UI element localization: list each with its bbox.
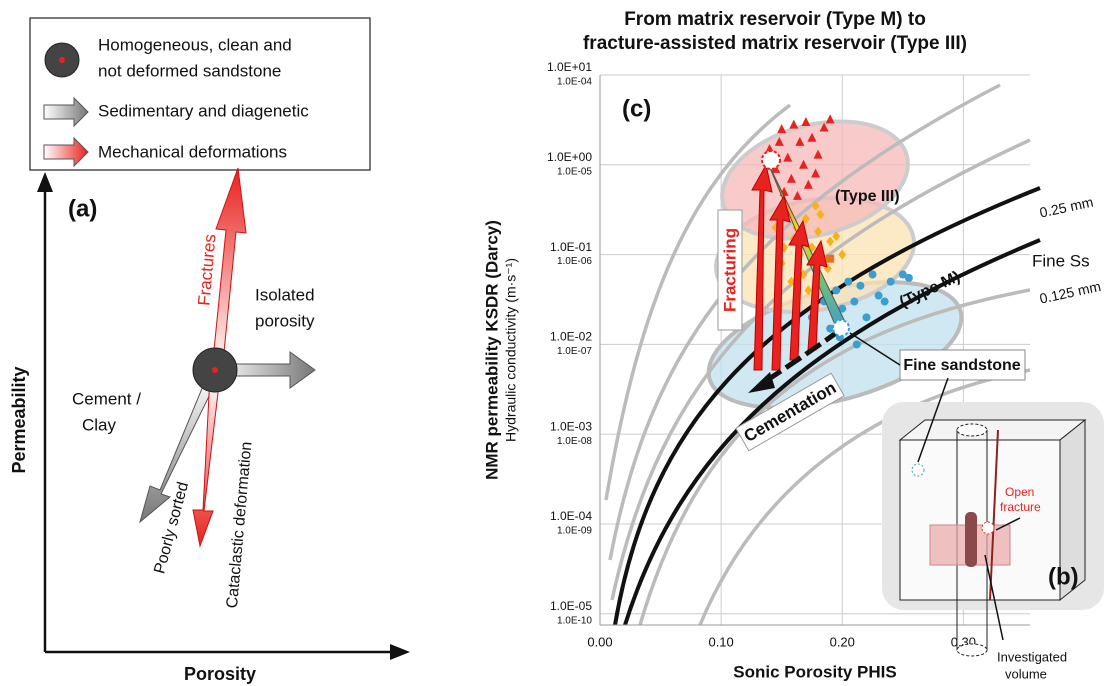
data-point bbox=[875, 292, 883, 300]
y-tick-label: 1.0E-01 bbox=[550, 240, 592, 254]
y2-axis-label: Hydraulic conductivity (m·s⁻¹) bbox=[503, 258, 519, 442]
panel-label: (a) bbox=[68, 195, 97, 222]
legend-text: Homogeneous, clean and bbox=[98, 35, 292, 54]
data-point bbox=[789, 120, 798, 129]
y2-tick-label: 1.0E-10 bbox=[557, 615, 592, 626]
axis-arrowhead bbox=[37, 172, 53, 192]
data-point bbox=[826, 114, 835, 123]
arrow-label: Clay bbox=[82, 415, 117, 434]
y-tick-label: 1.0E+00 bbox=[547, 150, 592, 164]
block-front bbox=[900, 440, 1060, 600]
panel-label: (c) bbox=[622, 95, 651, 122]
panel-b: Open fracture (b) Investigated volume bbox=[882, 378, 1104, 681]
legend-symbol-dot bbox=[59, 57, 65, 63]
annotation: 0.25 mm bbox=[1038, 194, 1095, 221]
data-point bbox=[887, 278, 895, 286]
y-tick-label: 1.0E-04 bbox=[550, 509, 592, 523]
figure: Homogeneous, clean and not deformed sand… bbox=[0, 0, 1111, 686]
legend-text: Mechanical deformations bbox=[98, 142, 287, 161]
annotation: fracture bbox=[1000, 500, 1041, 514]
y-tick-label: 1.0E-02 bbox=[550, 330, 592, 344]
y-tick-label: 1.0E+01 bbox=[547, 60, 592, 74]
data-point bbox=[777, 124, 786, 133]
arrow-label: porosity bbox=[255, 311, 315, 330]
chart-title: From matrix reservoir (Type M) to bbox=[624, 9, 926, 30]
x-tick-label: 0.20 bbox=[830, 634, 855, 649]
arrow-fractures bbox=[212, 168, 246, 372]
data-point bbox=[832, 286, 840, 294]
data-point bbox=[826, 255, 834, 263]
borehole-bottom bbox=[957, 644, 987, 656]
data-point bbox=[850, 298, 858, 306]
annotation: (Type III) bbox=[835, 188, 900, 205]
sandstone-point bbox=[833, 320, 849, 336]
data-point bbox=[856, 282, 864, 290]
y-axis-label: NMR permeability KSDR (Darcy) bbox=[482, 220, 501, 480]
annotation: 0.125 mm bbox=[1038, 278, 1102, 307]
panel-a: Homogeneous, clean and not deformed sand… bbox=[9, 18, 410, 684]
annotation: Fine Ss bbox=[1032, 251, 1090, 270]
sandstone-point bbox=[912, 464, 924, 476]
x-tick-label: 0.10 bbox=[708, 634, 733, 649]
chart-title: fracture-assisted matrix reservoir (Type… bbox=[583, 33, 967, 54]
y2-tick-label: 1.0E-05 bbox=[557, 166, 592, 177]
arrow-label: Cataclastic deformation bbox=[224, 441, 256, 609]
block-top bbox=[900, 420, 1085, 440]
y2-tick-label: 1.0E-08 bbox=[557, 436, 592, 447]
tool bbox=[965, 512, 977, 567]
x-axis-label: Sonic Porosity PHIS bbox=[733, 662, 896, 681]
axis-arrowhead bbox=[390, 644, 410, 660]
annotation: Fine sandstone bbox=[903, 357, 1020, 374]
legend-text: not deformed sandstone bbox=[98, 61, 281, 80]
sandstone-dot bbox=[212, 367, 218, 373]
annotation: Fracturing bbox=[720, 228, 739, 312]
x-tick-label: 0.00 bbox=[587, 634, 612, 649]
annotation: Open bbox=[1005, 485, 1034, 499]
y-tick-label: 1.0E-03 bbox=[550, 419, 592, 433]
y-axis-label: Permeability bbox=[9, 366, 29, 473]
y2-tick-label: 1.0E-09 bbox=[557, 526, 592, 537]
y2-tick-label: 1.0E-06 bbox=[557, 256, 592, 267]
panel-label: (b) bbox=[1048, 563, 1079, 590]
fracture-point bbox=[982, 522, 994, 534]
borehole-top bbox=[957, 424, 987, 436]
data-point bbox=[862, 313, 870, 321]
annotation: volume bbox=[1005, 666, 1047, 681]
data-point bbox=[869, 271, 877, 279]
data-point bbox=[844, 278, 852, 286]
annotation: Investigated bbox=[997, 649, 1067, 664]
data-point bbox=[801, 117, 810, 126]
x-axis-label: Porosity bbox=[184, 664, 256, 684]
y2-tick-label: 1.0E-04 bbox=[557, 77, 592, 88]
y-tick-label: 1.0E-05 bbox=[550, 599, 592, 613]
arrow-label: Cement / bbox=[72, 389, 141, 408]
data-point bbox=[881, 298, 889, 306]
y2-tick-label: 1.0E-07 bbox=[557, 346, 592, 357]
arrow-label: Isolated bbox=[255, 285, 315, 304]
data-point bbox=[905, 274, 913, 282]
arrow-label: Fractures bbox=[194, 233, 219, 306]
legend-text: Sedimentary and diagenetic bbox=[98, 101, 309, 120]
data-point bbox=[853, 340, 861, 348]
fracture-point bbox=[762, 151, 780, 169]
